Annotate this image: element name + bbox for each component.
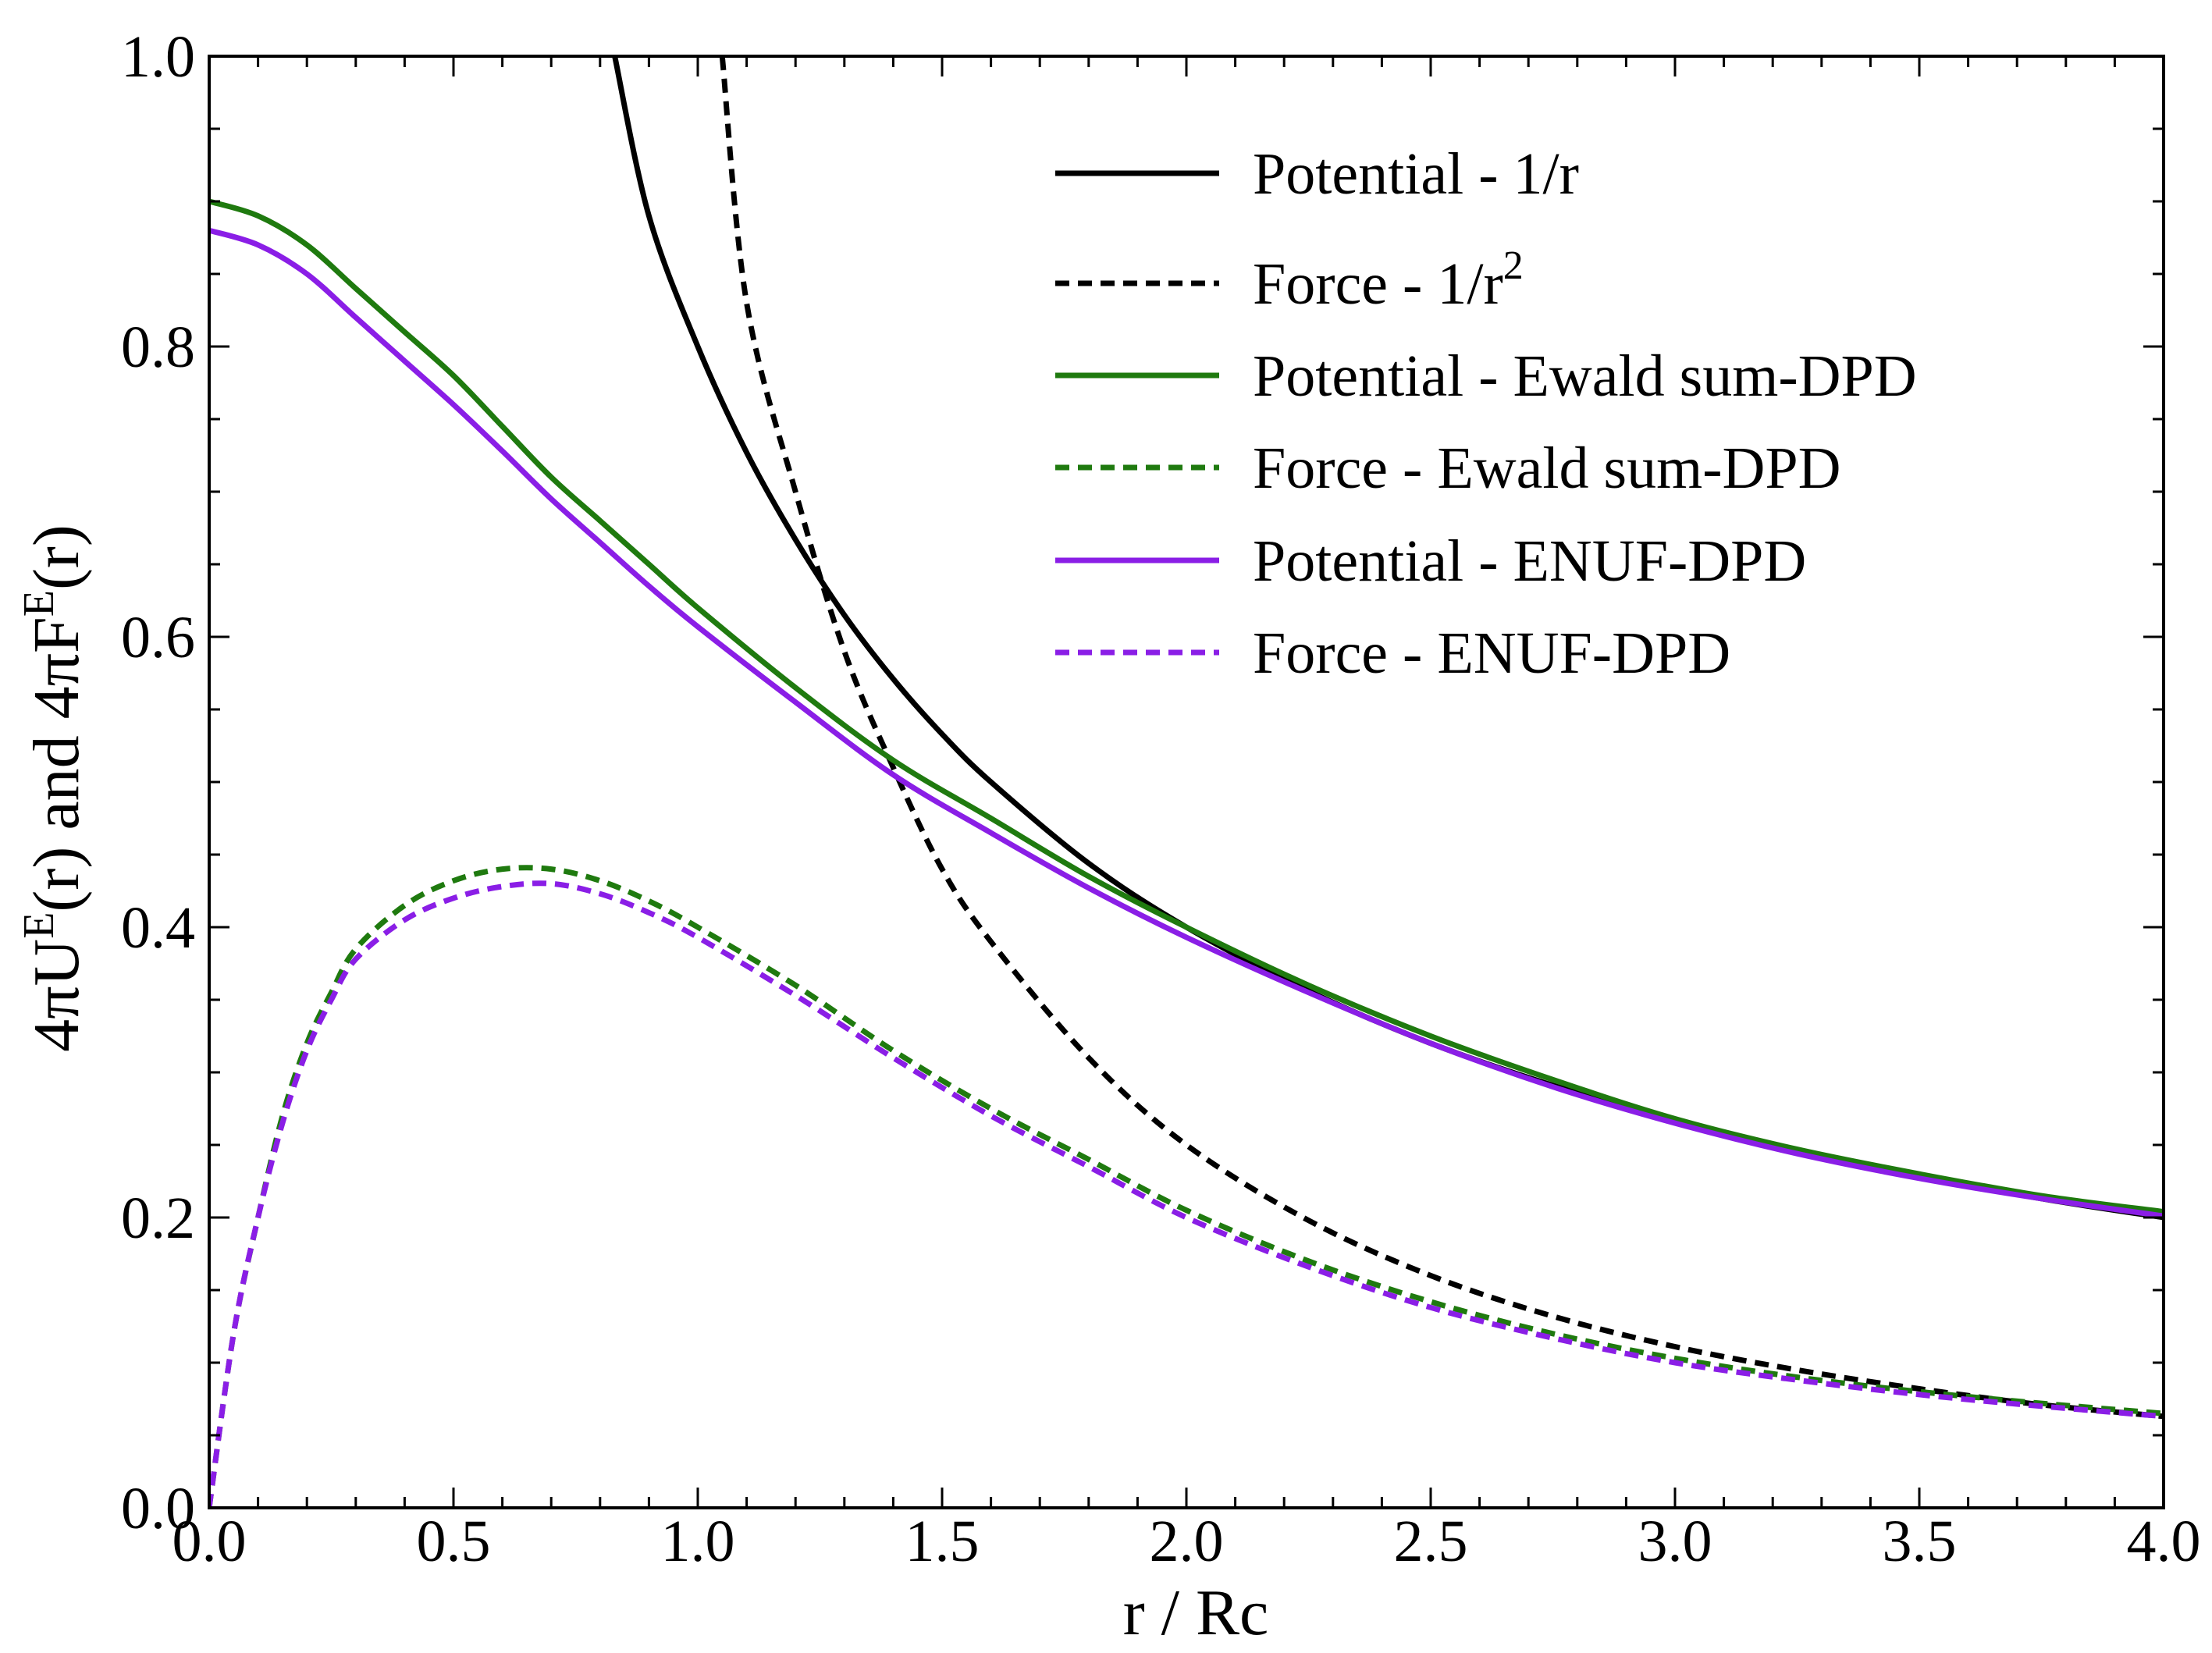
x-axis-label: r / Rc	[1123, 1577, 1269, 1649]
legend-label-potential-enuf: Potential - ENUF-DPD	[1253, 528, 1806, 594]
series-line-force-enuf-dpd-dashed	[209, 880, 2164, 1508]
legend-label-potential-ewald: Potential - Ewald sum-DPD	[1253, 343, 1917, 409]
y-tick-label: 1.0	[121, 24, 195, 90]
x-tick-label: 3.0	[1638, 1509, 1712, 1574]
legend-label-force-ewald: Force - Ewald sum-DPD	[1253, 435, 1841, 501]
x-tick-label: 2.5	[1394, 1509, 1468, 1574]
series-line-force-1-r-dashed	[719, 56, 2164, 1420]
y-tick-label: 0.6	[121, 605, 195, 670]
x-tick-label: 2.0	[1150, 1509, 1224, 1574]
series-line-force-ewald-sum-dpd-dashed	[209, 865, 2164, 1508]
series-line-potential-enuf-dpd	[209, 227, 2164, 1219]
x-tick-label: 3.5	[1883, 1509, 1957, 1574]
y-tick-label: 0.2	[121, 1186, 195, 1251]
y-tick-label: 0.8	[121, 315, 195, 380]
y-axis-label: 4πUE(r) and 4πFE(r)	[15, 524, 93, 1052]
legend-label-force-enuf: Force - ENUF-DPD	[1253, 620, 1730, 686]
y-tick-label: 0.0	[121, 1476, 195, 1541]
y-tick-label: 0.4	[121, 895, 195, 961]
y-axis: 0.0 0.2 0.4 0.6 0.8 1.0	[121, 24, 2164, 1541]
plot-area	[209, 56, 2164, 1508]
x-tick-label: 0.5	[417, 1509, 491, 1574]
legend-label-potential-1-r: Potential - 1/r	[1253, 141, 1579, 207]
x-tick-label: 1.5	[905, 1509, 980, 1574]
series-line-potential-ewald-sum-dpd	[209, 198, 2164, 1215]
x-tick-label: 0.0	[172, 1509, 247, 1574]
legend: Potential - 1/r Force - 1/r2 Potential -…	[1055, 141, 1917, 686]
legend-label-force-1-r2: Force - 1/r2	[1253, 244, 1524, 317]
x-axis: 0.0 0.5 1.0 1.5 2.0 2.5 3.0 3.5 4.0	[172, 56, 2201, 1574]
x-tick-label: 1.0	[661, 1509, 735, 1574]
x-tick-label: 4.0	[2127, 1509, 2201, 1574]
plot-frame	[208, 55, 2165, 1509]
